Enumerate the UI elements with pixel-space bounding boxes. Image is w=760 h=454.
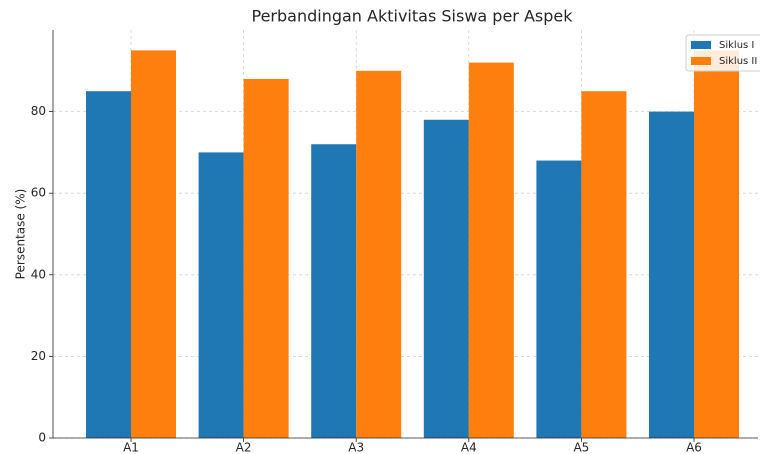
bar xyxy=(694,50,739,439)
y-tick-label: 40 xyxy=(31,267,46,281)
x-tick-label: A1 xyxy=(123,441,139,454)
y-tick-label: 20 xyxy=(31,349,46,363)
x-tick-label: A5 xyxy=(573,441,589,454)
bar xyxy=(468,62,514,438)
y-tick-label: 80 xyxy=(31,104,46,118)
bar xyxy=(311,144,357,439)
bar xyxy=(581,91,627,438)
x-tick-label: A6 xyxy=(686,441,702,454)
legend-label: Siklus I xyxy=(719,40,754,51)
bar xyxy=(649,111,694,438)
y-axis-label: Persentase (%) xyxy=(14,189,28,280)
bar xyxy=(243,78,289,439)
y-tick-label: 60 xyxy=(31,186,46,200)
chart-title: Perbandingan Aktivitas Siswa per Aspek xyxy=(252,7,574,26)
bar xyxy=(86,91,131,438)
x-tick-label: A3 xyxy=(348,441,364,454)
x-tick-label: A4 xyxy=(461,441,477,454)
legend-label: Siklus II xyxy=(719,56,757,67)
bar xyxy=(356,70,402,439)
legend: Siklus I Siklus II xyxy=(685,34,760,72)
y-tick-label: 0 xyxy=(38,431,46,445)
bar xyxy=(536,160,582,438)
bar xyxy=(423,119,469,438)
legend-swatch xyxy=(691,41,711,49)
bar xyxy=(131,50,176,439)
bar xyxy=(198,152,244,438)
x-tick-label: A2 xyxy=(236,441,252,454)
legend-swatch xyxy=(691,57,711,65)
